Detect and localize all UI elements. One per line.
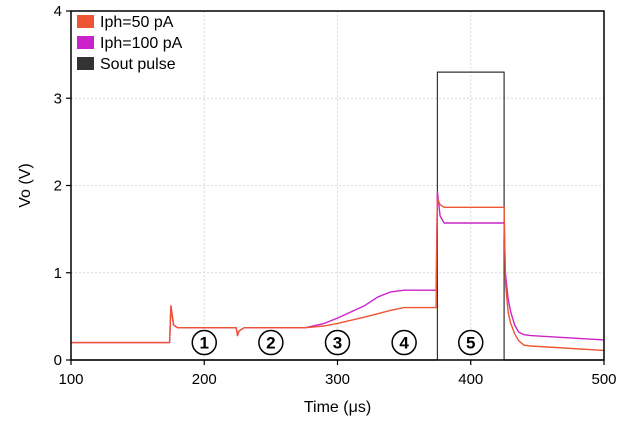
y-tick-label: 2 bbox=[54, 178, 62, 195]
legend-swatch bbox=[77, 15, 94, 28]
x-tick-label: 500 bbox=[591, 371, 616, 388]
y-tick-label: 1 bbox=[54, 265, 62, 282]
legend-item-2: Iph=100 pA bbox=[77, 35, 183, 52]
legend-item-3: Sout pulse bbox=[77, 56, 176, 73]
x-tick-label: 400 bbox=[458, 371, 483, 388]
y-tick-label: 0 bbox=[54, 352, 62, 369]
phase-marker-circle bbox=[324, 329, 351, 356]
x-axis-title: Time (μs) bbox=[304, 399, 371, 416]
phase-marker-circle bbox=[191, 329, 217, 356]
annotation-layer: 1 2 3 4 5 bbox=[191, 329, 484, 356]
x-tick-label: 100 bbox=[58, 371, 83, 388]
phase-marker-circle bbox=[458, 329, 484, 356]
phase-marker-label: 1 bbox=[200, 334, 209, 353]
y-tick-label: 4 bbox=[54, 3, 62, 20]
phase-marker-5: 5 bbox=[458, 329, 484, 356]
legend-label: Iph=50 pA bbox=[100, 14, 174, 31]
legend-swatch bbox=[77, 57, 94, 70]
phase-marker-circle bbox=[391, 329, 417, 356]
y-tick-label: 3 bbox=[54, 90, 62, 107]
legend-label: Iph=100 pA bbox=[100, 35, 183, 52]
legend-swatch bbox=[77, 36, 94, 49]
phase-marker-label: 5 bbox=[466, 334, 475, 353]
ticks-layer: 100 200 300 400 500 0 1 2 3 4 bbox=[54, 3, 617, 388]
phase-marker-circle bbox=[258, 329, 284, 356]
x-tick-label: 200 bbox=[192, 371, 217, 388]
legend: Iph=50 pA Iph=100 pA Sout pulse bbox=[77, 14, 183, 73]
phase-marker-1: 1 bbox=[191, 329, 217, 356]
phase-marker-3: 3 bbox=[324, 329, 351, 356]
legend-label: Sout pulse bbox=[100, 56, 176, 73]
phase-marker-4: 4 bbox=[391, 329, 417, 356]
phase-marker-2: 2 bbox=[258, 329, 284, 356]
phase-marker-label: 3 bbox=[333, 334, 342, 353]
x-tick-label: 300 bbox=[325, 371, 350, 388]
legend-item-1: Iph=50 pA bbox=[77, 14, 174, 31]
y-axis-title: Vo (V) bbox=[17, 163, 34, 207]
grid-layer bbox=[71, 11, 604, 360]
phase-marker-label: 4 bbox=[399, 334, 409, 353]
phase-marker-label: 2 bbox=[266, 334, 275, 353]
series-line-1 bbox=[71, 197, 605, 352]
